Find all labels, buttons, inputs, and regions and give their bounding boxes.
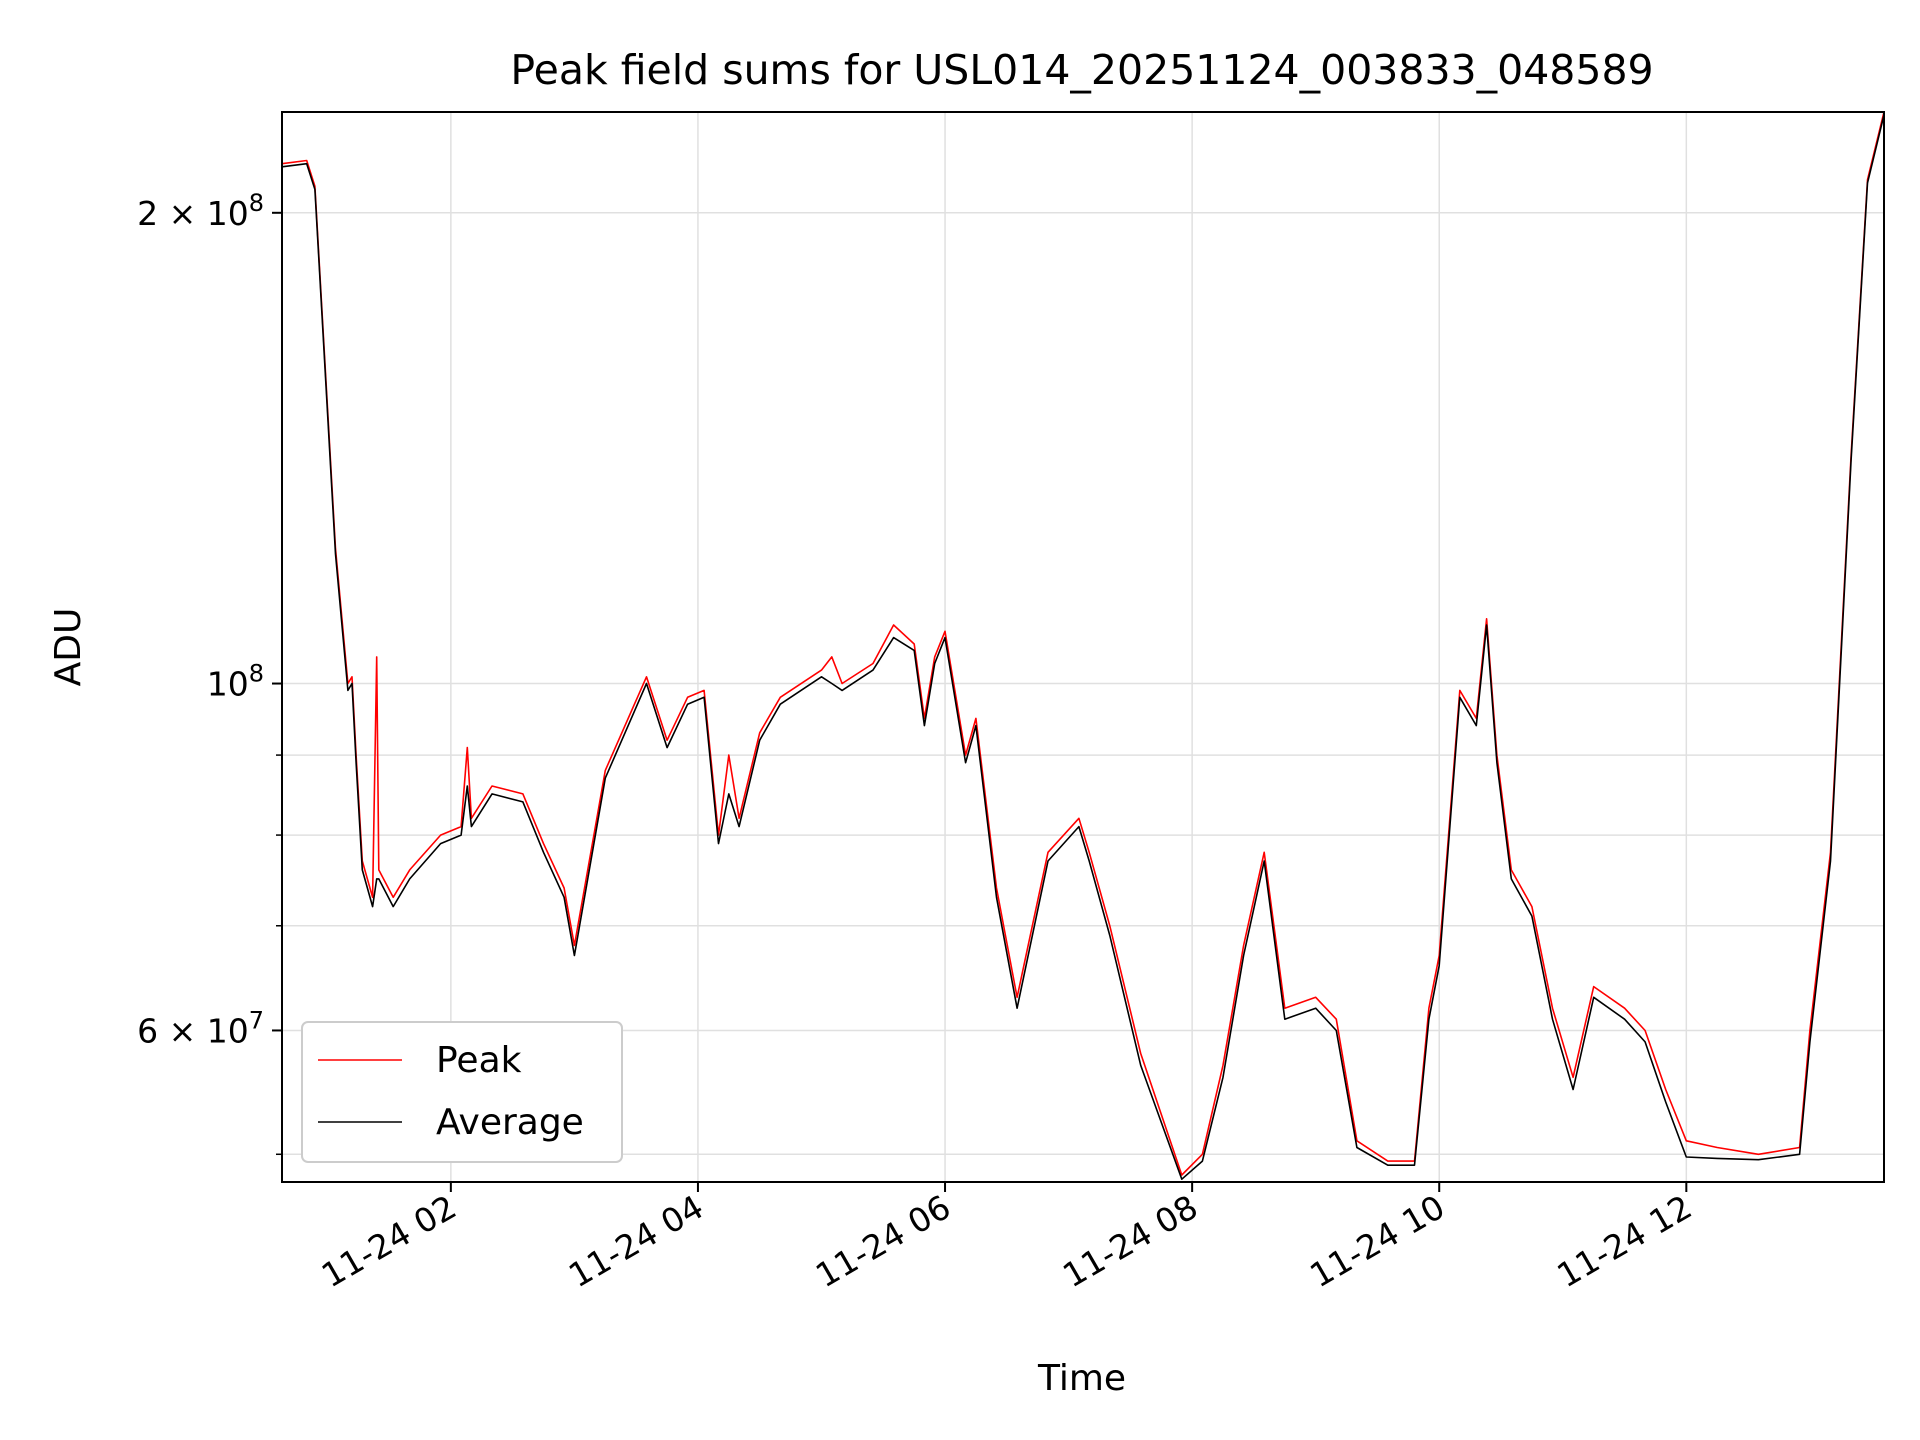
x-axis-label: Time	[1037, 1358, 1126, 1399]
series-layer	[281, 111, 1885, 1180]
plot-frame	[281, 111, 1885, 1183]
series-line-peak	[281, 111, 1885, 1176]
chart-title: Peak field sums for USL014_20251124_0038…	[510, 46, 1653, 94]
y-tick-label-base: 6 × 10	[137, 1011, 249, 1050]
y-tick-label: 2 × 108	[137, 189, 264, 233]
y-tick-label-base: 10	[207, 665, 249, 704]
y-tick-label: 6 × 107	[137, 1006, 264, 1050]
y-tick-label-exponent: 8	[249, 660, 264, 688]
series-line-average	[281, 114, 1885, 1180]
legend: Peak Average	[301, 1021, 623, 1163]
legend-box	[301, 1021, 623, 1163]
y-tick-label-base: 2 × 10	[137, 194, 249, 233]
legend-label-peak: Peak	[436, 1040, 522, 1081]
grid-layer	[282, 112, 1884, 1182]
legend-label-average: Average	[436, 1102, 584, 1143]
y-tick-label-exponent: 7	[249, 1006, 264, 1034]
y-tick-label: 108	[207, 660, 264, 704]
y-axis-label: ADU	[48, 608, 89, 687]
y-tick-label-exponent: 8	[249, 189, 264, 217]
